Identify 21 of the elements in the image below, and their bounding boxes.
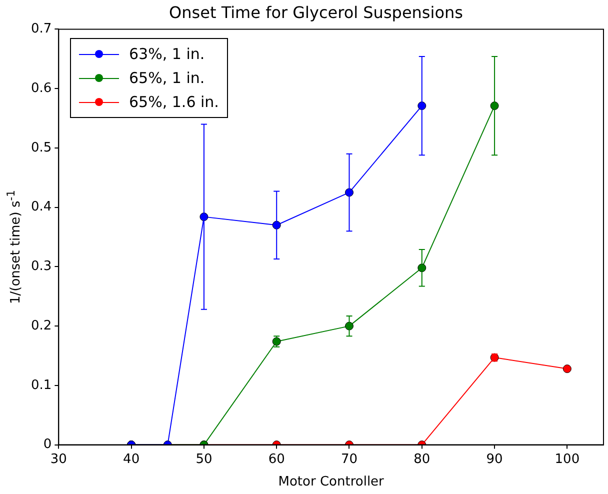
- x-tick-label: 40: [123, 452, 140, 467]
- y-tick-label: 0.5: [30, 140, 52, 156]
- x-tick-label: 50: [196, 452, 212, 467]
- y-tick-label: 0.4: [30, 200, 52, 215]
- x-tick-label: 80: [414, 452, 430, 467]
- legend-label: 65%, 1 in.: [129, 69, 205, 87]
- y-tick-label: 0.7: [30, 22, 52, 37]
- x-axis-title: Motor Controller: [278, 474, 385, 490]
- x-tick-label: 30: [50, 452, 67, 467]
- y-tick-label: 0.6: [30, 80, 52, 96]
- y-tick-label: 0.3: [30, 259, 52, 274]
- x-tick-label: 90: [486, 452, 503, 467]
- y-tick-label: 0.1: [30, 378, 52, 393]
- legend-label: 65%, 1.6 in.: [129, 93, 219, 111]
- chart-title: Onset Time for Glycerol Suspensions: [169, 2, 463, 22]
- x-tick-label: 70: [340, 452, 358, 467]
- x-tick-label: 60: [268, 452, 285, 467]
- x-tick-label: 100: [554, 452, 580, 467]
- y-tick-label: 0: [43, 437, 52, 452]
- y-tick-label: 0.2: [30, 318, 52, 334]
- legend-label: 63%, 1 in.: [129, 45, 205, 63]
